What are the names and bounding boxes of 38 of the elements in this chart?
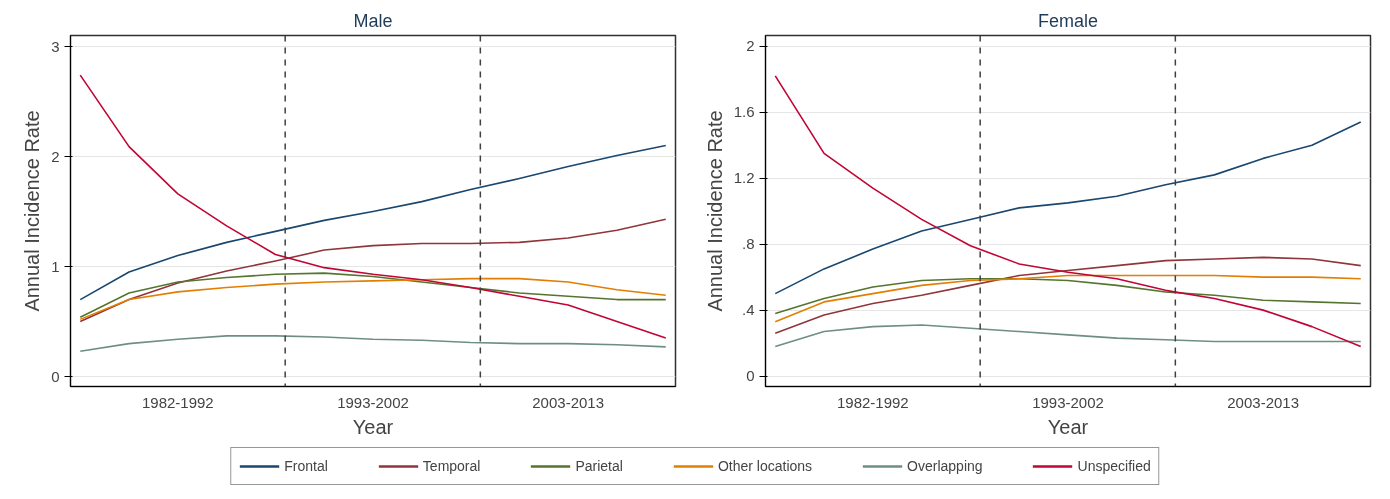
x-tick-label: 2003-2013 <box>1227 393 1300 411</box>
legend-label: Frontal <box>284 458 328 474</box>
legend-label: Temporal <box>422 458 481 474</box>
x-tick-label: 1993-2002 <box>1032 393 1104 411</box>
legend-label: Parietal <box>575 458 623 474</box>
y-tick-label: 2 <box>746 37 755 55</box>
x-tick-label: 1982-1992 <box>836 393 909 411</box>
line-series <box>79 74 667 339</box>
y-axis-title: Annual Incidence Rate <box>703 110 726 312</box>
x-axis-title: Year <box>352 415 394 438</box>
line-series <box>774 324 1362 348</box>
chart-title: Male <box>353 10 393 31</box>
line-series <box>774 75 1362 348</box>
x-tick-label: 1993-2002 <box>337 393 409 411</box>
y-tick-label: 2 <box>51 147 60 165</box>
chart-title: Female <box>1037 10 1099 31</box>
line-series <box>79 144 667 301</box>
y-tick-label: 1 <box>51 257 60 275</box>
y-tick-label: 1.6 <box>733 103 755 121</box>
line-series <box>774 256 1362 335</box>
x-axis-title: Year <box>1047 415 1089 438</box>
line-series <box>774 274 1362 323</box>
y-tick-label: .4 <box>741 301 755 319</box>
x-tick-label: 1982-1992 <box>141 393 214 411</box>
legend-label: Unspecified <box>1077 458 1151 474</box>
y-tick-label: 0 <box>746 367 755 385</box>
x-tick-label: 2003-2013 <box>532 393 605 411</box>
y-tick-label: 1.2 <box>733 169 755 187</box>
line-series <box>79 335 667 353</box>
y-axis-title: Annual Incidence Rate <box>21 110 44 312</box>
line-series <box>79 218 667 323</box>
legend-label: Other locations <box>717 458 813 474</box>
y-tick-label: .8 <box>741 235 755 253</box>
line-series <box>774 277 1362 315</box>
y-tick-label: 3 <box>51 37 60 55</box>
y-tick-label: 0 <box>51 367 60 385</box>
line-series <box>774 121 1362 295</box>
legend-label: Overlapping <box>907 458 983 474</box>
